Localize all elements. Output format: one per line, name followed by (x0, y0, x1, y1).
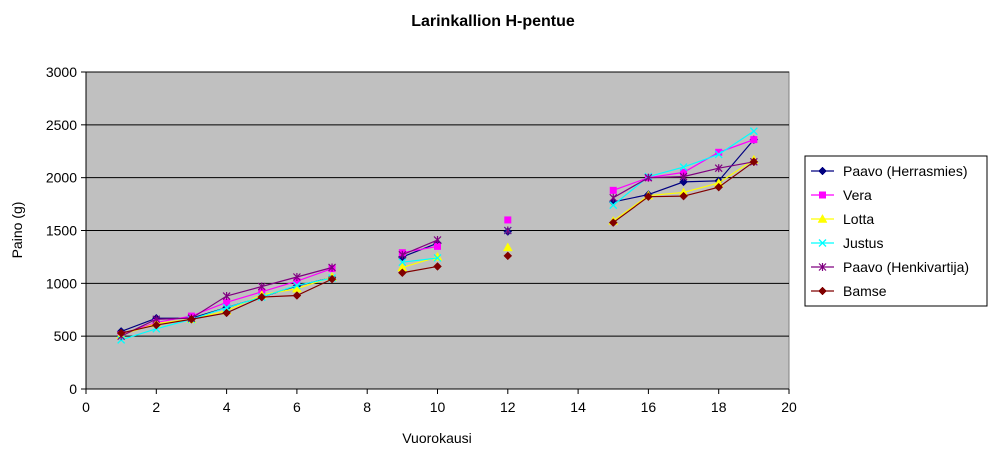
legend-label: Lotta (843, 211, 874, 227)
data-point (187, 314, 196, 324)
legend-label: Justus (843, 235, 883, 251)
data-point (257, 292, 267, 302)
data-point (608, 218, 618, 227)
data-point (398, 250, 407, 259)
data-point (222, 303, 231, 312)
data-point (293, 277, 301, 285)
legend-label: Bamse (843, 283, 887, 299)
data-point (749, 157, 759, 167)
chart-title: Larinkallion H-pentue (411, 13, 575, 30)
y-tick-label: 500 (54, 328, 78, 344)
data-point (257, 282, 266, 291)
legend-item: Bamse (811, 283, 887, 299)
legend-item: Vera (811, 187, 872, 203)
legend-item: Paavo (Herrasmies) (811, 163, 967, 179)
data-point (714, 182, 724, 192)
y-axis: 0 500 1000 1500 2000 2500 3000 (46, 64, 87, 397)
data-point (679, 172, 688, 181)
x-tick-label: 6 (293, 399, 301, 415)
legend: Paavo (Herrasmies) Vera Lotta Justus Paavo (… (804, 155, 988, 307)
data-point (433, 254, 442, 262)
x-tick-label: 2 (152, 399, 160, 415)
legend-label: Paavo (Henkivartija) (843, 259, 969, 275)
legend-label: Paavo (Herrasmies) (843, 163, 967, 179)
data-point (609, 193, 618, 202)
data-point (679, 163, 688, 172)
x-tick-label: 16 (641, 399, 657, 415)
y-tick-label: 1500 (46, 223, 77, 239)
data-point (398, 258, 407, 267)
y-tick-label: 0 (69, 381, 77, 397)
data-point (223, 298, 231, 306)
x-tick-label: 18 (711, 399, 727, 415)
x-axis: 0 2 4 6 8 10 12 14 16 18 20 (82, 388, 797, 415)
data-point (292, 291, 302, 300)
legend-box (804, 155, 988, 307)
y-tick-label: 2000 (46, 170, 77, 186)
series-layer (116, 127, 759, 344)
x-tick-label: 20 (781, 399, 797, 415)
legend-marker (818, 239, 827, 247)
data-point (749, 127, 758, 136)
y-tick-label: 2500 (46, 117, 77, 133)
data-point (502, 242, 513, 252)
y-tick-label: 1000 (46, 275, 77, 291)
series-5 (117, 157, 758, 341)
legend-marker (818, 286, 827, 296)
series-line (402, 239, 438, 256)
legend-marker (819, 191, 826, 199)
data-point (750, 136, 758, 144)
data-point (715, 148, 723, 156)
y-axis-title: Paino (g) (9, 202, 25, 259)
legend-item: Lotta (811, 211, 874, 227)
x-tick-label: 12 (500, 399, 516, 415)
grid-lines (86, 71, 789, 337)
legend-marker (818, 166, 827, 176)
data-point (609, 186, 617, 194)
data-point (328, 263, 336, 272)
data-point (680, 168, 688, 176)
data-point (151, 320, 161, 330)
x-tick-label: 14 (570, 399, 586, 415)
x-tick-label: 0 (82, 399, 90, 415)
x-axis-title: Vuorokausi (402, 430, 472, 446)
data-point (327, 274, 337, 284)
data-point (644, 192, 653, 202)
series-line (402, 265, 438, 274)
legend-item: Paavo (Henkivartija) (811, 259, 969, 275)
data-point (433, 262, 442, 271)
legend-marker (818, 263, 827, 271)
data-point (397, 268, 407, 278)
data-point (292, 272, 301, 281)
legend-item: Justus (811, 235, 883, 251)
y-tick-label: 3000 (46, 64, 77, 80)
data-point (292, 281, 301, 290)
series-line (402, 257, 438, 263)
legend-marker (817, 213, 828, 223)
data-point (504, 216, 512, 224)
x-tick-label: 8 (363, 399, 371, 415)
data-point (503, 251, 513, 261)
data-point (116, 328, 126, 338)
data-point (222, 292, 231, 301)
series-6 (116, 157, 759, 338)
series-line (402, 245, 438, 254)
x-tick-label: 4 (223, 399, 231, 415)
data-point (714, 164, 723, 173)
data-point (679, 191, 688, 201)
data-point (222, 308, 231, 318)
data-point (679, 177, 688, 187)
data-point (434, 242, 441, 250)
data-point (644, 173, 653, 182)
data-point (609, 201, 618, 210)
x-tick-label: 10 (430, 399, 446, 415)
data-point (714, 150, 723, 159)
data-point (503, 226, 512, 235)
legend-label: Vera (843, 187, 872, 203)
data-point (433, 236, 442, 245)
